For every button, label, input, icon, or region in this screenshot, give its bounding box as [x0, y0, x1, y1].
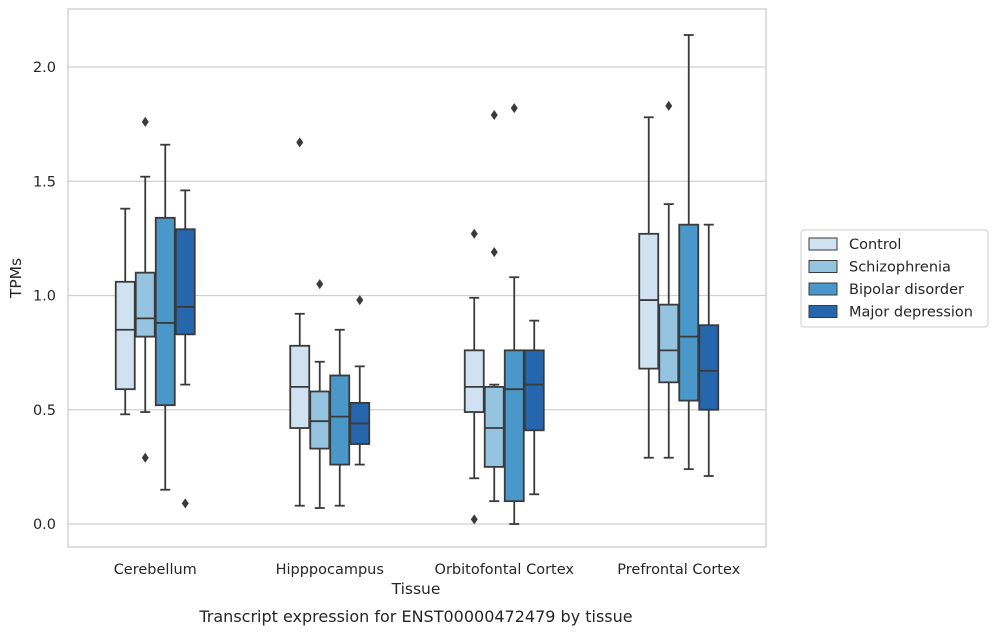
x-axis-title: Tissue [391, 580, 441, 598]
x-tick-label: Cerebellum [114, 562, 197, 578]
box [309, 279, 331, 509]
outlier-point [181, 498, 189, 509]
y-tick-label: 0.0 [33, 517, 56, 533]
y-tick-label: 0.5 [33, 403, 56, 419]
y-tick-label: 1.5 [33, 174, 56, 190]
y-tick-label: 1.0 [33, 289, 56, 305]
box-body [698, 324, 720, 411]
x-tick-labels: Cerebellum Hipppocampus Orbitofontal Corte… [114, 562, 741, 578]
legend-swatch [808, 282, 838, 296]
outlier-point [296, 137, 304, 148]
outlier-point [490, 247, 498, 258]
y-tick-label: 2.0 [33, 60, 56, 76]
y-tick-labels: 0.0 0.5 1.0 1.5 2.0 [33, 60, 56, 533]
series-control [114, 116, 660, 525]
chart-caption: Transcript expression for ENST0000047247… [198, 607, 632, 626]
box-body [174, 228, 196, 336]
box [658, 100, 680, 459]
box-body [678, 223, 700, 402]
box [289, 137, 311, 507]
legend-swatch [808, 305, 838, 318]
y-axis-title: TPMs [7, 258, 25, 299]
legend-label: Major depression [849, 305, 973, 321]
series-major-depression [174, 189, 720, 509]
box [678, 34, 700, 471]
box [463, 228, 485, 525]
box-body [114, 280, 136, 391]
box [483, 109, 505, 503]
box [503, 103, 525, 525]
legend-label: Control [849, 237, 901, 253]
outlier-point [470, 228, 478, 239]
box [114, 207, 136, 416]
legend: Control Schizophrenia Bipolar disorder Majo… [800, 229, 989, 328]
outlier-point [665, 100, 673, 111]
series-bipolar-disorder [154, 34, 700, 525]
box [154, 143, 176, 491]
box [134, 116, 156, 463]
box [638, 116, 660, 459]
box-body [134, 271, 156, 338]
outlier-point [316, 279, 324, 290]
box [349, 295, 371, 466]
box-series [114, 34, 720, 525]
box-body [483, 385, 505, 468]
legend-frame [800, 229, 989, 328]
x-tick-label: Orbitofontal Cortex [435, 562, 575, 578]
outlier-point [141, 452, 149, 463]
box-body [658, 303, 680, 384]
legend-label: Bipolar disorder [849, 282, 964, 298]
legend-swatch [808, 237, 838, 251]
x-tick-label: Hipppocampus [276, 562, 384, 578]
x-tick-label: Prefrontal Cortex [617, 562, 740, 578]
box [523, 319, 545, 496]
outlier-point [490, 109, 498, 120]
plot-frame [67, 8, 767, 548]
box-body [638, 232, 660, 370]
box-body [463, 349, 485, 413]
box-body [523, 349, 545, 432]
box [698, 223, 720, 477]
box [329, 328, 351, 507]
box-body [503, 349, 525, 503]
box-body [154, 216, 176, 407]
outlier-point [356, 295, 364, 306]
legend-label: Schizophrenia [849, 260, 951, 276]
series-schizophrenia [134, 100, 680, 509]
outlier-point [470, 514, 478, 525]
outlier-point [141, 116, 149, 127]
box-body [309, 390, 331, 450]
outlier-point [510, 103, 518, 114]
box [174, 189, 196, 509]
legend-swatch [808, 260, 838, 273]
box-body [329, 374, 351, 466]
